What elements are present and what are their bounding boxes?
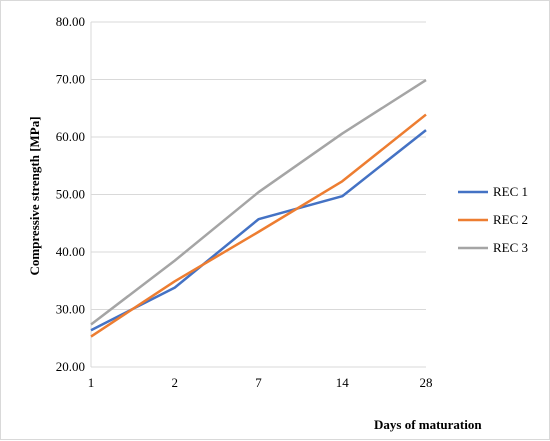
legend-label: REC 3: [493, 240, 528, 255]
x-tick-label: 14: [336, 375, 350, 390]
y-tick-label: 40.00: [56, 244, 85, 259]
y-tick-label: 20.00: [56, 359, 85, 374]
x-tick-labels: 1 2 7 14 28: [88, 375, 433, 390]
y-tick-label: 60.00: [56, 129, 85, 144]
y-tick-label: 80.00: [56, 14, 85, 29]
series-lines: [90, 79, 427, 338]
series-line-rec-1: [90, 129, 427, 332]
x-tick-label: 1: [88, 375, 95, 390]
y-tick-label: 70.00: [56, 72, 85, 87]
y-tick-labels: 20.00 30.00 40.00 50.00 60.00 70.00 80.00: [56, 14, 85, 374]
y-tick-label: 30.00: [56, 302, 85, 317]
y-tick-label: 50.00: [56, 187, 85, 202]
x-tick-label: 7: [255, 375, 262, 390]
legend-label: REC 1: [493, 184, 528, 199]
legend-label: REC 2: [493, 212, 528, 227]
series-line-rec-2: [90, 113, 427, 338]
series-line-rec-3: [90, 79, 427, 326]
x-axis-title: Days of maturation: [374, 417, 482, 432]
x-tick-label: 28: [420, 375, 433, 390]
legend: REC 1 REC 2 REC 3: [458, 184, 528, 255]
y-axis-title: Compressive strength [MPa]: [27, 116, 42, 275]
x-tick-label: 2: [172, 375, 179, 390]
gridlines: [90, 21, 426, 368]
